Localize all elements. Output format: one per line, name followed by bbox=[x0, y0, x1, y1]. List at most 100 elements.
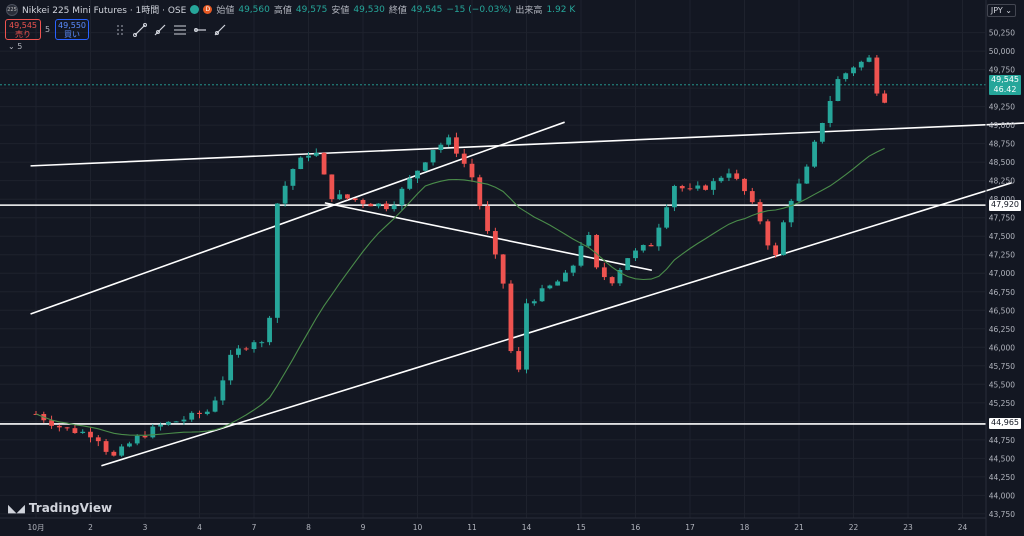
candle-body bbox=[49, 420, 54, 426]
price-tag-value: 49,545 bbox=[991, 74, 1019, 84]
candle-body bbox=[204, 411, 210, 414]
time-tick-label: 17 bbox=[685, 523, 695, 532]
candle-body bbox=[430, 150, 436, 163]
time-tick-label: 4 bbox=[197, 523, 202, 532]
candle-body bbox=[173, 421, 179, 423]
candle-body bbox=[454, 137, 459, 154]
price-tick-label: 46,000 bbox=[989, 343, 1015, 352]
price-tick-label: 45,750 bbox=[989, 362, 1015, 371]
candle-body bbox=[765, 221, 771, 246]
price-tick-label: 47,000 bbox=[989, 269, 1015, 278]
candle-body bbox=[586, 235, 592, 246]
indicator-toggle[interactable]: ⌄ 5 bbox=[8, 42, 23, 51]
candle-body bbox=[742, 178, 747, 192]
price-tag: 47,920 bbox=[989, 199, 1021, 211]
candle-body bbox=[781, 222, 786, 256]
candle-body bbox=[383, 203, 389, 210]
price-tick-label: 49,750 bbox=[989, 66, 1015, 75]
trendline-tool-icon[interactable] bbox=[133, 22, 147, 37]
candle-body bbox=[329, 174, 335, 200]
drag-handle-icon[interactable] bbox=[113, 22, 127, 36]
candle-body bbox=[313, 152, 319, 156]
price-tick-label: 47,250 bbox=[989, 251, 1015, 260]
candle-body bbox=[274, 203, 280, 318]
price-tick-label: 50,250 bbox=[989, 29, 1015, 38]
candle-body bbox=[298, 157, 304, 170]
time-tick-label: 22 bbox=[849, 523, 859, 532]
currency-select[interactable]: JPY ⌄ bbox=[986, 4, 1016, 17]
close-label: 終値 bbox=[388, 6, 407, 16]
price-tick-label: 48,250 bbox=[989, 177, 1015, 186]
high-value: 49,575 bbox=[295, 4, 328, 15]
candle-body bbox=[243, 348, 249, 350]
trendline bbox=[101, 182, 1012, 467]
candle-body bbox=[679, 185, 685, 189]
candle-body bbox=[352, 198, 358, 200]
candle-body bbox=[563, 272, 568, 282]
price-axis: 43,75044,00044,25044,50044,75045,00045,2… bbox=[985, 0, 1015, 536]
candle-body bbox=[103, 441, 109, 452]
candle-body bbox=[407, 178, 413, 189]
candle-body bbox=[570, 265, 576, 273]
candle-body bbox=[648, 245, 654, 247]
ray-tool-icon[interactable] bbox=[153, 22, 167, 36]
low-value: 49,530 bbox=[353, 4, 385, 15]
candle-body bbox=[415, 170, 420, 179]
low-label: 安値 bbox=[331, 6, 350, 16]
candle-body bbox=[601, 267, 607, 278]
candle-body bbox=[438, 144, 444, 151]
price-tick-label: 47,750 bbox=[989, 214, 1015, 223]
candle-body bbox=[687, 188, 693, 190]
indicator-count: 5 bbox=[17, 42, 23, 51]
candle-body bbox=[391, 205, 397, 210]
time-tick-label: 16 bbox=[631, 523, 641, 532]
fib-tool-icon[interactable] bbox=[173, 22, 187, 36]
candle-body bbox=[640, 245, 646, 251]
legend-header: 225 Nikkei 225 Mini Futures · 1時間 · OSE … bbox=[6, 3, 575, 16]
candle-body bbox=[189, 412, 195, 420]
time-tick-label: 10 bbox=[413, 523, 423, 532]
time-tick-label: 7 bbox=[252, 523, 257, 532]
price-tick-label: 44,750 bbox=[989, 436, 1015, 445]
price-tick-label: 49,000 bbox=[989, 121, 1015, 130]
time-tick-label: 9 bbox=[361, 523, 366, 532]
candle-body bbox=[212, 400, 218, 412]
symbol-title[interactable]: Nikkei 225 Mini Futures · 1時間 · OSE bbox=[22, 6, 187, 16]
price-tag: 49,545 46.42 bbox=[989, 74, 1021, 95]
sell-button[interactable]: 49,545 売り bbox=[5, 19, 41, 40]
time-tick-label: 11 bbox=[467, 523, 477, 532]
candle-body bbox=[461, 153, 467, 164]
d-badge: D bbox=[203, 5, 213, 14]
price-tick-label: 48,750 bbox=[989, 140, 1015, 149]
time-tick-label: 23 bbox=[903, 523, 913, 532]
brush-tool-icon[interactable] bbox=[213, 22, 227, 36]
open-label: 始値 bbox=[216, 6, 235, 16]
candle-body bbox=[866, 57, 872, 62]
candle-body bbox=[259, 342, 265, 344]
time-axis: 10月 2 3 4 7 8 9 10 11 14 15 16 17 18 21 22 23 24 bbox=[0, 517, 986, 532]
drawing-toolbar bbox=[113, 20, 227, 38]
candle-body bbox=[858, 61, 864, 68]
buy-button[interactable]: 49,550 買い bbox=[55, 19, 89, 40]
high-label: 高値 bbox=[273, 6, 292, 16]
candle-body bbox=[734, 173, 740, 179]
candle-body bbox=[485, 205, 490, 232]
horizontal-ray-icon[interactable] bbox=[193, 22, 207, 36]
candle-body bbox=[56, 425, 62, 428]
candle-body bbox=[672, 185, 677, 208]
candle-body bbox=[446, 137, 452, 145]
candle-body bbox=[64, 427, 70, 429]
time-tick-label: 10月 bbox=[27, 523, 44, 532]
candle-body bbox=[710, 181, 716, 190]
candle-body bbox=[524, 303, 529, 370]
price-tick-label: 46,500 bbox=[989, 306, 1015, 315]
candle-body bbox=[749, 191, 755, 203]
candle-body bbox=[119, 446, 125, 456]
tv-logo-icon: ◣◢ bbox=[8, 501, 25, 515]
volume-label: 出来高 bbox=[515, 6, 543, 16]
spread-value: 5 bbox=[45, 25, 51, 34]
trendline bbox=[30, 121, 565, 315]
price-tick-label: 44,500 bbox=[989, 454, 1015, 463]
candle-body bbox=[282, 185, 288, 204]
